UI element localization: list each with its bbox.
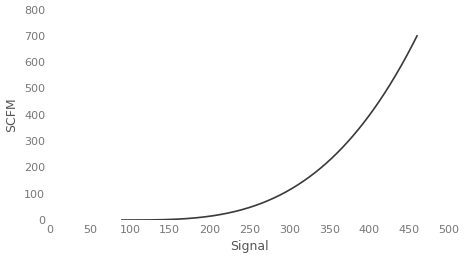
Y-axis label: SCFM: SCFM xyxy=(6,97,19,132)
X-axis label: Signal: Signal xyxy=(230,240,269,254)
